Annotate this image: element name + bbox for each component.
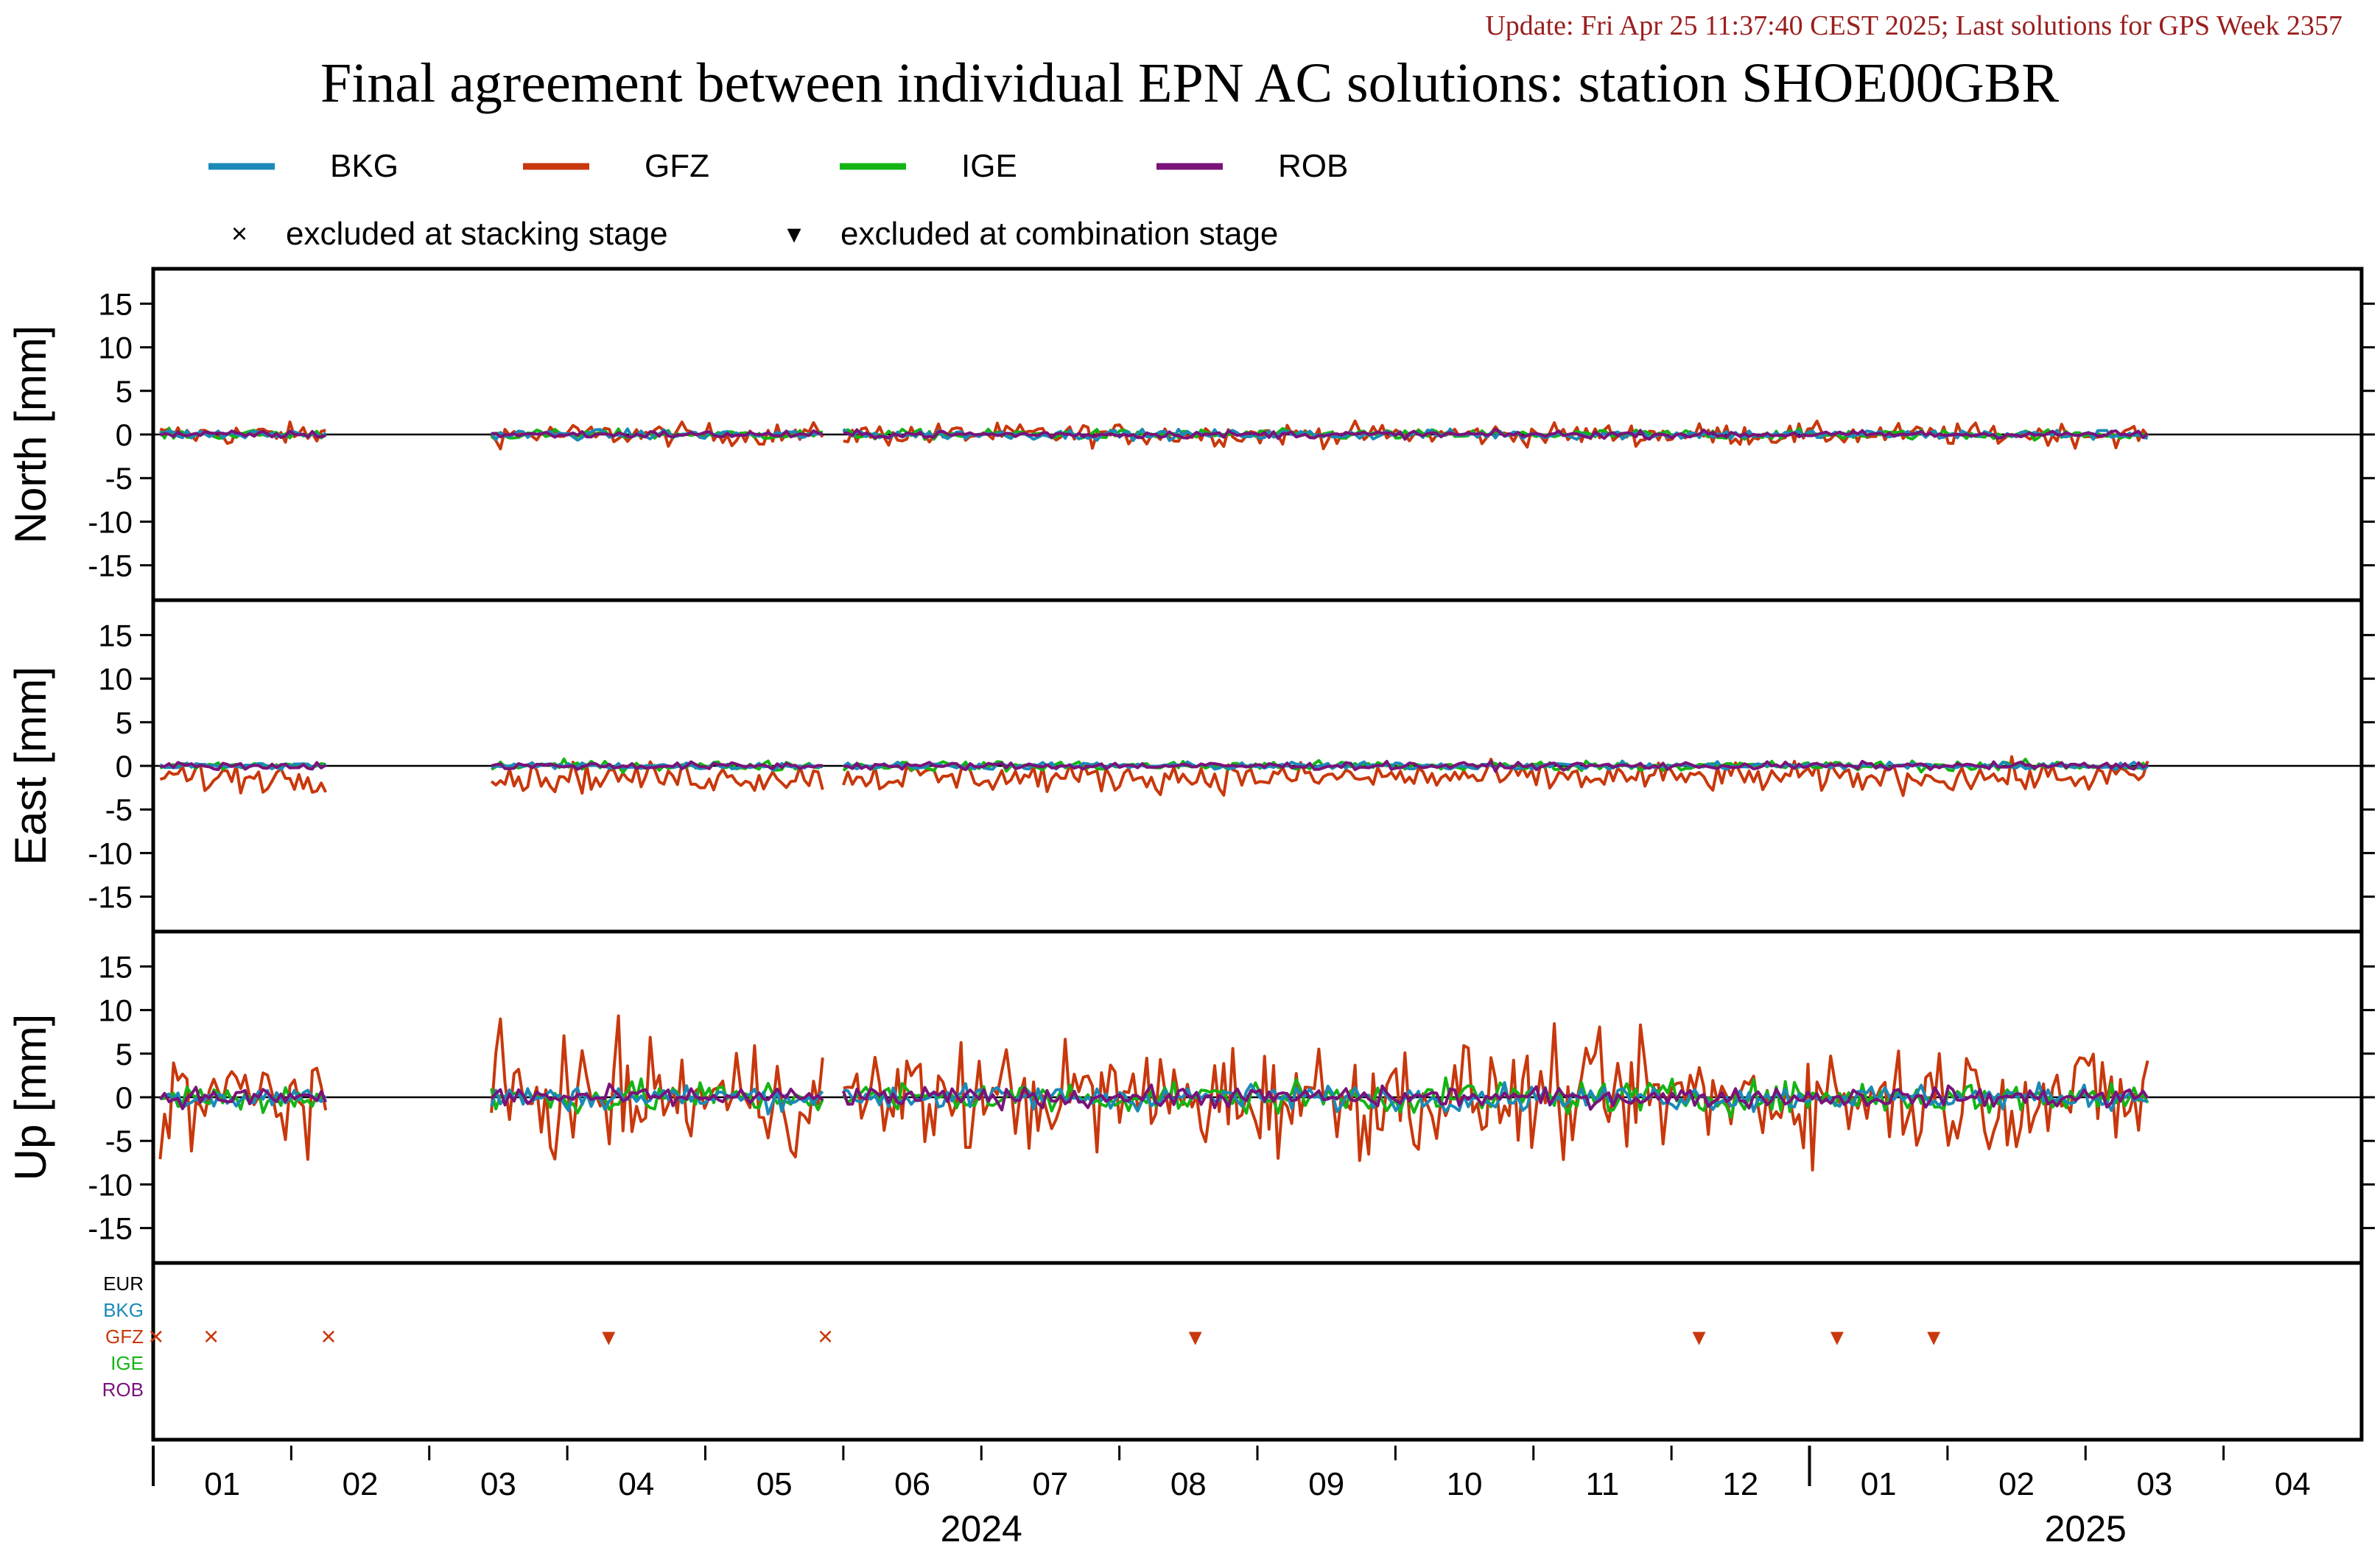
series-rob-line [490,1083,824,1108]
exclusion-marker: × [818,1321,833,1351]
y-tick-label: -5 [105,792,133,827]
y-tick-label: 5 [116,374,133,409]
x-month-label: 07 [1032,1466,1068,1502]
series-rob-line [843,759,2149,773]
series-gfz-line [159,764,327,795]
y-tick-label: -15 [88,549,133,583]
y-tick-label: 15 [98,286,133,321]
exclusion-marker: ▾ [1927,1321,1940,1351]
exclusion-marker: × [148,1321,164,1351]
y-tick-label: -5 [105,461,133,496]
x-month-label: 03 [480,1466,516,1502]
series-rob-line [158,1085,328,1111]
y-tick-label: 10 [98,331,133,365]
series-rob-line [843,427,2149,441]
y-axis-label: Up [mm] [6,1014,55,1181]
series-bkg-line [843,1081,2148,1113]
series-gfz-line [843,1022,2149,1172]
y-tick-label: 0 [116,749,133,784]
y-tick-label: 10 [98,662,133,697]
panel-3: 15 10 5 0 -5 -10 -15 Up [mm] [6,929,2375,1265]
legend-marker-label-1: excluded at stacking stage [286,216,668,252]
exclusion-marker: ▾ [1189,1321,1202,1351]
legend: BKG GFZ IGE ROB × excluded at stacking stage ▾… [208,148,1348,252]
x-month-label: 08 [1170,1466,1207,1502]
series-gfz-line [490,760,824,795]
exclusion-panel: EUR BKG GFZ IGE ROB × × × ▾ × ▾ ▾ ▾ ▾ [102,1261,2364,1442]
series-gfz-line [158,1061,328,1161]
exclusion-row-label: BKG [103,1299,144,1321]
exclusion-row-label: EUR [103,1273,144,1295]
legend-marker-symbol-2: ▾ [787,219,801,250]
x-month-label: 04 [2275,1466,2311,1502]
legend-marker-label-2: excluded at combination stage [840,216,1278,252]
y-tick-label: 10 [98,993,133,1028]
y-tick-label: 5 [116,1037,133,1071]
y-tick-label: -10 [88,836,133,870]
x-month-label: 02 [1998,1466,2035,1502]
plot-panels: 15 10 5 0 -5 -10 -15 North [mm] 15 10 5 0 -5 -10 -15 Ea… [6,267,2375,1442]
y-tick-label: -5 [105,1124,133,1158]
series-bkg-line [159,1088,327,1110]
series-rob-line [842,1083,2149,1112]
series-rob-line [159,429,326,440]
chart-title: Final agreement between individual EPN A… [320,52,2059,114]
exclusion-marker: ▾ [602,1321,615,1351]
exclusion-marker: ▾ [1830,1321,1844,1351]
y-axis-label: North [mm] [6,325,55,544]
y-tick-label: -10 [88,1167,133,1202]
legend-label-gfz: GFZ [645,148,709,184]
exclusion-row-label: IGE [110,1352,144,1374]
time-axis: 01 02 03 04 05 06 07 08 09 10 11 12 01 02 03 04 2024 2025 [152,1446,2311,1545]
x-month-label: 09 [1308,1466,1344,1502]
y-tick-label: 15 [98,949,133,984]
x-month-label: 11 [1586,1466,1620,1502]
y-tick-label: 0 [116,418,133,452]
x-year-label: 2025 [2045,1508,2127,1545]
exclusion-marker: × [320,1321,336,1351]
series-gfz-line [490,1014,824,1161]
exclusion-marker: ▾ [1693,1321,1706,1351]
y-axis-label: East [mm] [6,666,55,865]
exclusion-frame [151,1261,2364,1442]
legend-label-bkg: BKG [330,148,399,184]
x-year-label: 2024 [941,1508,1022,1545]
series-rob-line [491,760,823,771]
series-gfz-line [843,419,2149,451]
x-month-label: 02 [343,1466,379,1502]
exclusion-row-label: ROB [102,1379,144,1401]
x-month-label: 04 [618,1466,654,1502]
legend-marker-symbol-1: × [231,219,248,250]
exclusion-row-label: GFZ [105,1326,144,1348]
x-month-label: 03 [2136,1466,2172,1502]
x-month-label: 05 [757,1466,793,1502]
x-month-label: 01 [1861,1466,1897,1502]
x-month-label: 06 [894,1466,930,1502]
y-tick-label: 0 [116,1080,133,1115]
panel-2: 15 10 5 0 -5 -10 -15 East [mm] [6,598,2375,934]
series-rob-line [160,761,327,772]
x-month-label: 12 [1722,1466,1758,1502]
y-tick-label: -10 [88,504,133,539]
x-month-label: 01 [204,1466,240,1502]
y-tick-label: 5 [116,705,133,740]
exclusion-marker: × [203,1321,219,1351]
legend-label-rob: ROB [1278,148,1348,184]
y-tick-label: 15 [98,618,133,652]
series-rob-line [491,429,824,439]
update-text: Update: Fri Apr 25 11:37:40 CEST 2025; L… [1485,10,2342,41]
legend-label-ige: IGE [961,148,1017,184]
panel-1: 15 10 5 0 -5 -10 -15 North [mm] [6,267,2375,602]
y-tick-label: -15 [88,1211,133,1246]
y-tick-label: -15 [88,880,133,915]
x-month-label: 10 [1447,1466,1483,1502]
